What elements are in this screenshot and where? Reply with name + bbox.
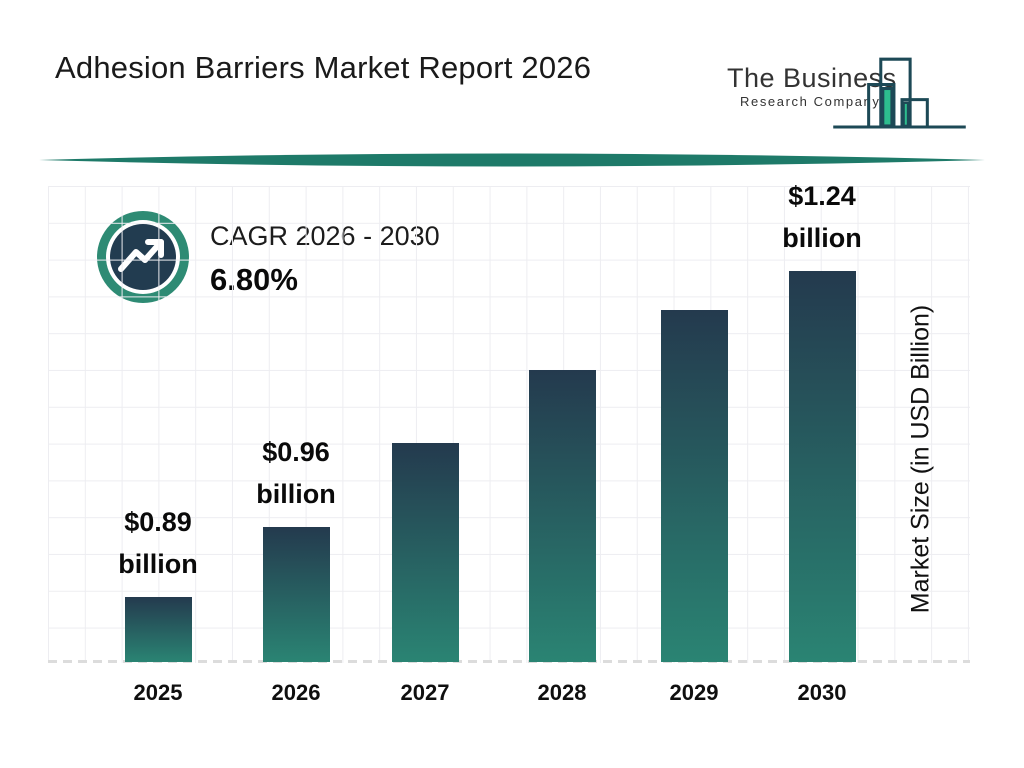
header-divider <box>39 153 985 167</box>
bar-2027 <box>391 443 459 662</box>
bar-2030 <box>788 271 856 662</box>
x-axis-label-2030: 2030 <box>797 680 847 705</box>
logo-text-secondary: Research Company <box>740 94 881 109</box>
x-axis-label-2028: 2028 <box>537 680 587 705</box>
company-logo: The Business Research Company <box>700 36 1000 129</box>
bar-value-label-2030: $1.24 billion <box>782 181 862 253</box>
x-axis-baseline <box>48 660 970 663</box>
x-axis-label-2029: 2029 <box>669 680 719 705</box>
bar-2029 <box>660 310 728 662</box>
x-axis-label-2027: 2027 <box>400 680 450 705</box>
bar-value-label-2025: $0.89 billion <box>118 507 198 579</box>
bar-2025 <box>124 597 192 662</box>
bar-2028 <box>528 370 596 662</box>
page-title: Adhesion Barriers Market Report 2026 <box>55 50 592 85</box>
bar-value-label-2026: $0.96 billion <box>256 437 336 509</box>
y-axis-title: Market Size (in USD Billion) <box>906 304 935 614</box>
x-axis-label-2025: 2025 <box>133 680 183 705</box>
bar-2026 <box>262 527 330 662</box>
logo-skyline-icon <box>833 57 966 129</box>
x-axis-label-2026: 2026 <box>271 680 321 705</box>
